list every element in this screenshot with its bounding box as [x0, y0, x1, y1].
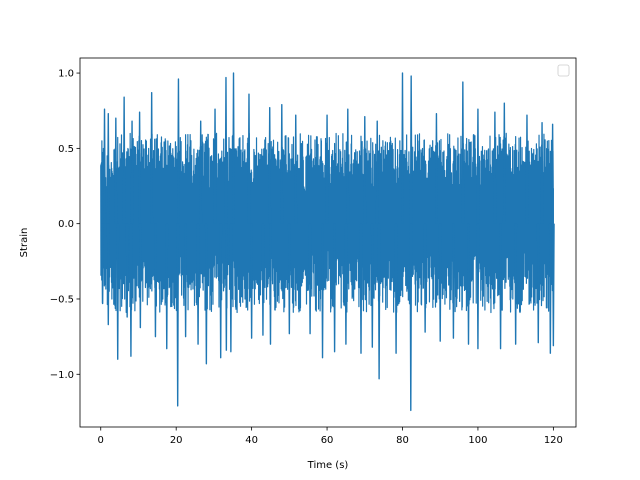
series-trough: [106, 223, 110, 326]
x-tick-label: 100: [468, 435, 487, 446]
series-trough: [269, 223, 272, 345]
legend-box: [557, 64, 570, 77]
x-tick-label: 80: [396, 435, 409, 446]
x-tick-label: 60: [321, 435, 334, 446]
series-trough: [219, 223, 223, 359]
series-peak: [435, 113, 438, 224]
y-tick-label: −1.0: [50, 370, 74, 381]
series-peak: [199, 120, 203, 224]
series-trough: [308, 223, 312, 335]
series-trough: [536, 223, 540, 344]
series-trough: [138, 223, 142, 329]
x-axis: 0 20 40 60 80 100 120: [98, 427, 563, 446]
series-trough: [184, 223, 187, 338]
series-trough: [196, 223, 200, 345]
series-trough: [287, 223, 291, 335]
series-peak: [268, 107, 272, 224]
series-trough: [204, 223, 208, 365]
series-trough: [476, 223, 480, 350]
y-axis-label: Strain: [19, 228, 30, 258]
series-peak: [540, 122, 544, 224]
series-peak: [401, 72, 404, 224]
series-trough: [548, 223, 552, 354]
series-peak: [346, 108, 350, 224]
series-peak: [502, 102, 506, 224]
series-peak: [409, 75, 413, 224]
series-trough: [551, 223, 555, 347]
y-tick-label: −0.5: [50, 294, 74, 305]
plot-area: [100, 72, 555, 412]
y-axis: −1.0 −0.5 0.0 0.5 1.0: [50, 69, 80, 381]
y-tick-label: 0.5: [58, 144, 74, 155]
series-trough: [224, 223, 228, 351]
series-peak: [101, 152, 105, 224]
series-peak: [224, 76, 228, 224]
series-peak: [493, 111, 497, 224]
series-trough: [370, 223, 374, 348]
series-trough: [359, 223, 363, 354]
series-trough: [377, 223, 381, 380]
series-peak: [103, 108, 106, 224]
series-trough: [409, 223, 413, 412]
series-trough: [452, 223, 455, 339]
series-trough: [125, 223, 129, 318]
series-peak: [476, 108, 480, 224]
series-peak: [325, 114, 329, 224]
series-peak: [122, 96, 126, 224]
series-trough: [154, 223, 157, 338]
series-peak: [363, 116, 367, 224]
series-trough: [438, 223, 442, 342]
series-trough: [250, 223, 253, 339]
series-peak: [551, 123, 554, 224]
series-trough: [499, 223, 502, 350]
y-tick-label: 0.0: [58, 219, 74, 230]
series-peak: [138, 111, 141, 224]
series-peak: [294, 114, 298, 224]
series-peak: [177, 78, 180, 224]
x-tick-label: 120: [544, 435, 563, 446]
x-tick-label: 0: [98, 435, 104, 446]
series-peak: [247, 93, 251, 224]
series-trough: [423, 223, 427, 333]
series-peak: [525, 114, 529, 224]
series-trough: [101, 223, 105, 305]
series-trough: [261, 223, 265, 336]
series-trough: [176, 223, 180, 407]
series-trough: [321, 223, 324, 359]
series-trough: [344, 223, 348, 345]
x-axis-label: Time (s): [307, 460, 349, 471]
series-trough: [229, 223, 233, 353]
series-peak: [150, 91, 154, 224]
series-trough: [116, 223, 120, 360]
series-trough: [514, 223, 518, 345]
series-trough: [333, 223, 336, 353]
series-peak: [130, 120, 134, 224]
series-trough: [129, 223, 133, 357]
series-peak: [280, 103, 284, 224]
axes-frame: [79, 57, 577, 428]
y-tick-label: 1.0: [58, 69, 74, 80]
series-trough: [165, 223, 169, 350]
x-tick-label: 40: [245, 435, 258, 446]
series-peak: [114, 117, 118, 224]
x-tick-label: 20: [170, 435, 183, 446]
series-trough: [467, 223, 470, 345]
series-trough: [394, 223, 398, 354]
series-peak: [461, 81, 465, 224]
series-peak: [106, 113, 110, 224]
series-peak: [232, 72, 235, 224]
series-peak: [375, 120, 379, 224]
series-peak: [213, 108, 217, 224]
